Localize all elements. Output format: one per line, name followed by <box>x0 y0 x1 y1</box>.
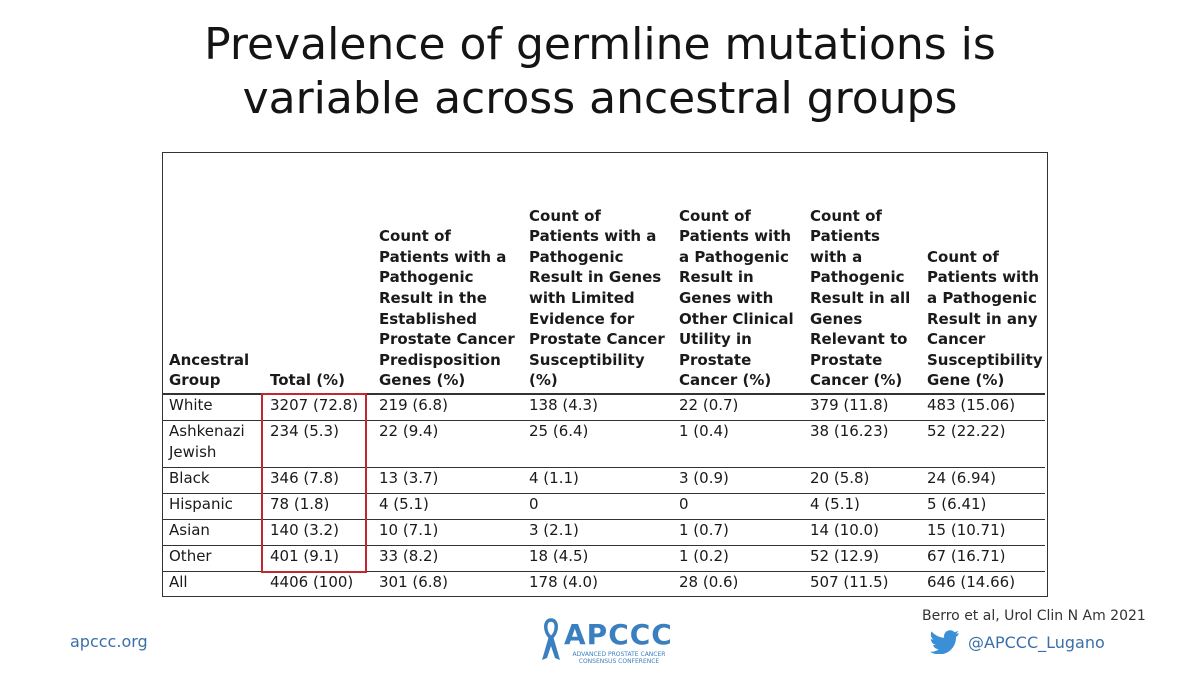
cell-limited: 138 (4.3) <box>523 394 673 421</box>
cell-group: Asian <box>163 519 264 546</box>
header-ancestral-group: Ancestral Group <box>163 153 264 395</box>
table-row: Ashkenazi Jewish 234 (5.3) 22 (9.4) 25 (… <box>163 420 1045 468</box>
cell-group: Ashkenazi Jewish <box>163 420 264 468</box>
cell-all-relevant: 507 (11.5) <box>810 573 889 591</box>
header-any-susceptibility-gene: Count of Patients with a Pathogenic Resu… <box>921 153 1045 395</box>
twitter-handle-text: @APCCC_Lugano <box>968 632 1105 652</box>
cell-limited: 178 (4.0) <box>529 573 598 591</box>
cell-established: 4 (5.1) <box>373 493 523 520</box>
cell-any-gene: 24 (6.94) <box>921 467 1045 494</box>
cell-other-utility: 0 <box>673 493 804 520</box>
cell-any-gene: 67 (16.71) <box>921 545 1045 572</box>
cell-all-relevant: 4 (5.1) <box>804 493 921 520</box>
table-header-row: Ancestral Group Total (%) Count of Patie… <box>163 153 1045 395</box>
cell-total: 4406 (100) <box>270 573 354 591</box>
table-row: White 3207 (72.8) 219 (6.8) 138 (4.3) 22… <box>163 394 1045 421</box>
citation: Berro et al, Urol Clin N Am 2021 <box>922 608 1146 624</box>
cell-any-gene: 5 (6.41) <box>921 493 1045 520</box>
slide-title: Prevalence of germline mutations is vari… <box>0 18 1200 126</box>
cell-group: All <box>169 573 188 591</box>
cell-group: Other <box>163 545 264 572</box>
cell-established: 219 (6.8) <box>373 394 523 421</box>
logo-wordmark: APCCC <box>564 618 673 651</box>
cell-established: 33 (8.2) <box>373 545 523 572</box>
website-link[interactable]: apccc.org <box>70 632 148 651</box>
cell-all-relevant: 14 (10.0) <box>804 519 921 546</box>
cell-any-gene: 52 (22.22) <box>921 420 1045 468</box>
cell-other-utility: 1 (0.4) <box>673 420 804 468</box>
cell-group: Hispanic <box>163 493 264 520</box>
slide-title-line-1: Prevalence of germline mutations is <box>204 19 996 70</box>
table-row: Hispanic 78 (1.8) 4 (5.1) 0 0 4 (5.1) 5 … <box>163 493 1045 520</box>
cell-other-utility: 1 (0.2) <box>673 545 804 572</box>
header-other-clinical-utility: Count of Patients with a Pathogenic Resu… <box>673 153 804 395</box>
table-row: Black 346 (7.8) 13 (3.7) 4 (1.1) 3 (0.9)… <box>163 467 1045 494</box>
table-row: Other 401 (9.1) 33 (8.2) 18 (4.5) 1 (0.2… <box>163 545 1045 572</box>
cell-total: 3207 (72.8) <box>264 394 373 421</box>
cell-established: 10 (7.1) <box>373 519 523 546</box>
cell-group: White <box>163 394 264 421</box>
logo-subtitle: ADVANCED PROSTATE CANCER CONSENSUS CONFE… <box>572 651 666 665</box>
header-all-relevant-genes: Count of Patients with a Pathogenic Resu… <box>804 153 921 395</box>
prevalence-table: Ancestral Group Total (%) Count of Patie… <box>163 153 1045 597</box>
twitter-bird-icon <box>930 630 959 654</box>
cell-total: 234 (5.3) <box>264 420 373 468</box>
cell-other-utility: 22 (0.7) <box>673 394 804 421</box>
cell-total: 78 (1.8) <box>264 493 373 520</box>
twitter-handle-link[interactable]: @APCCC_Lugano <box>930 630 1105 654</box>
table-row-total: All 4406 (100) 301 (6.8) 178 (4.0) 28 (0… <box>163 572 1045 598</box>
cell-other-utility: 1 (0.7) <box>673 519 804 546</box>
cell-established: 13 (3.7) <box>373 467 523 494</box>
cell-established: 301 (6.8) <box>379 573 448 591</box>
header-limited-evidence: Count of Patients with a Pathogenic Resu… <box>523 153 673 395</box>
cell-total: 140 (3.2) <box>264 519 373 546</box>
cell-any-gene: 15 (10.71) <box>921 519 1045 546</box>
total-column-highlight-box <box>261 393 367 573</box>
cell-other-utility: 3 (0.9) <box>673 467 804 494</box>
cell-limited: 4 (1.1) <box>523 467 673 494</box>
cell-limited: 25 (6.4) <box>523 420 673 468</box>
data-table-frame: Ancestral Group Total (%) Count of Patie… <box>162 152 1048 597</box>
cell-all-relevant: 38 (16.23) <box>804 420 921 468</box>
cell-all-relevant: 20 (5.8) <box>804 467 921 494</box>
cell-other-utility: 28 (0.6) <box>679 573 739 591</box>
apccc-logo: APCCC ADVANCED PROSTATE CANCER CONSENSUS… <box>540 618 680 668</box>
cell-limited: 18 (4.5) <box>523 545 673 572</box>
cell-all-relevant: 379 (11.8) <box>804 394 921 421</box>
cell-all-relevant: 52 (12.9) <box>804 545 921 572</box>
cell-limited: 0 <box>523 493 673 520</box>
table-row: Asian 140 (3.2) 10 (7.1) 3 (2.1) 1 (0.7)… <box>163 519 1045 546</box>
slide-title-line-2: variable across ancestral groups <box>242 73 958 124</box>
cell-total: 346 (7.8) <box>264 467 373 494</box>
cell-any-gene: 646 (14.66) <box>927 573 1016 591</box>
cell-limited: 3 (2.1) <box>523 519 673 546</box>
cell-any-gene: 483 (15.06) <box>921 394 1045 421</box>
awareness-ribbon-icon <box>542 618 560 660</box>
cell-group: Black <box>163 467 264 494</box>
header-total: Total (%) <box>264 153 373 395</box>
cell-established: 22 (9.4) <box>373 420 523 468</box>
header-established-genes: Count of Patients with a Pathogenic Resu… <box>373 153 523 395</box>
